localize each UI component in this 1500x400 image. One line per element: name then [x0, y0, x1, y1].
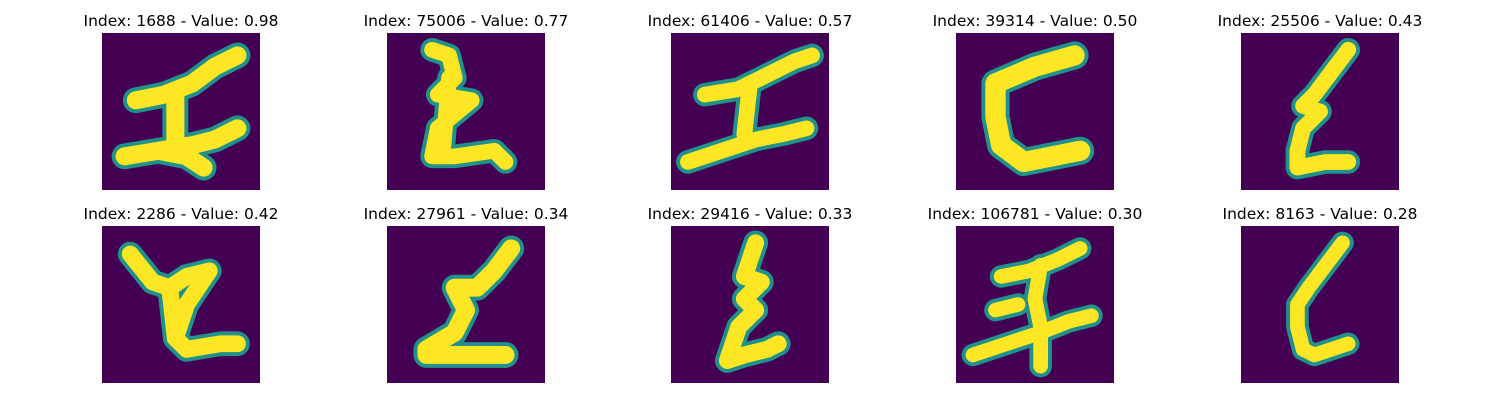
- panel-title: Index: 25506 - Value: 0.43: [1217, 12, 1423, 30]
- character-image: [956, 33, 1114, 190]
- character-image: [387, 33, 545, 190]
- panel-title: Index: 61406 - Value: 0.57: [647, 12, 853, 30]
- character-image: [1241, 33, 1399, 190]
- character-image: [102, 226, 260, 383]
- panel-1: Index: 1688 - Value: 0.98: [36, 10, 326, 195]
- panel-6: Index: 2286 - Value: 0.42: [36, 203, 326, 388]
- character-image: [956, 226, 1114, 383]
- panel-9: Index: 106781 - Value: 0.30: [890, 203, 1180, 388]
- panel-4: Index: 39314 - Value: 0.50: [890, 10, 1180, 195]
- panel-title: Index: 75006 - Value: 0.77: [363, 12, 569, 30]
- character-image: [1241, 226, 1399, 383]
- character-image: [102, 33, 260, 190]
- character-image: [387, 226, 545, 383]
- panel-title: Index: 106781 - Value: 0.30: [927, 205, 1143, 223]
- character-image: [671, 226, 829, 383]
- panel-5: Index: 25506 - Value: 0.43: [1175, 10, 1465, 195]
- panel-7: Index: 27961 - Value: 0.34: [321, 203, 611, 388]
- panel-2: Index: 75006 - Value: 0.77: [321, 10, 611, 195]
- panel-title: Index: 1688 - Value: 0.98: [83, 12, 279, 30]
- panel-title: Index: 27961 - Value: 0.34: [363, 205, 569, 223]
- panel-title: Index: 39314 - Value: 0.50: [932, 12, 1138, 30]
- panel-10: Index: 8163 - Value: 0.28: [1175, 203, 1465, 388]
- panel-title: Index: 8163 - Value: 0.28: [1222, 205, 1418, 223]
- panel-title: Index: 2286 - Value: 0.42: [83, 205, 279, 223]
- character-image: [671, 33, 829, 190]
- panel-3: Index: 61406 - Value: 0.57: [605, 10, 895, 195]
- panel-title: Index: 29416 - Value: 0.33: [647, 205, 853, 223]
- panel-8: Index: 29416 - Value: 0.33: [605, 203, 895, 388]
